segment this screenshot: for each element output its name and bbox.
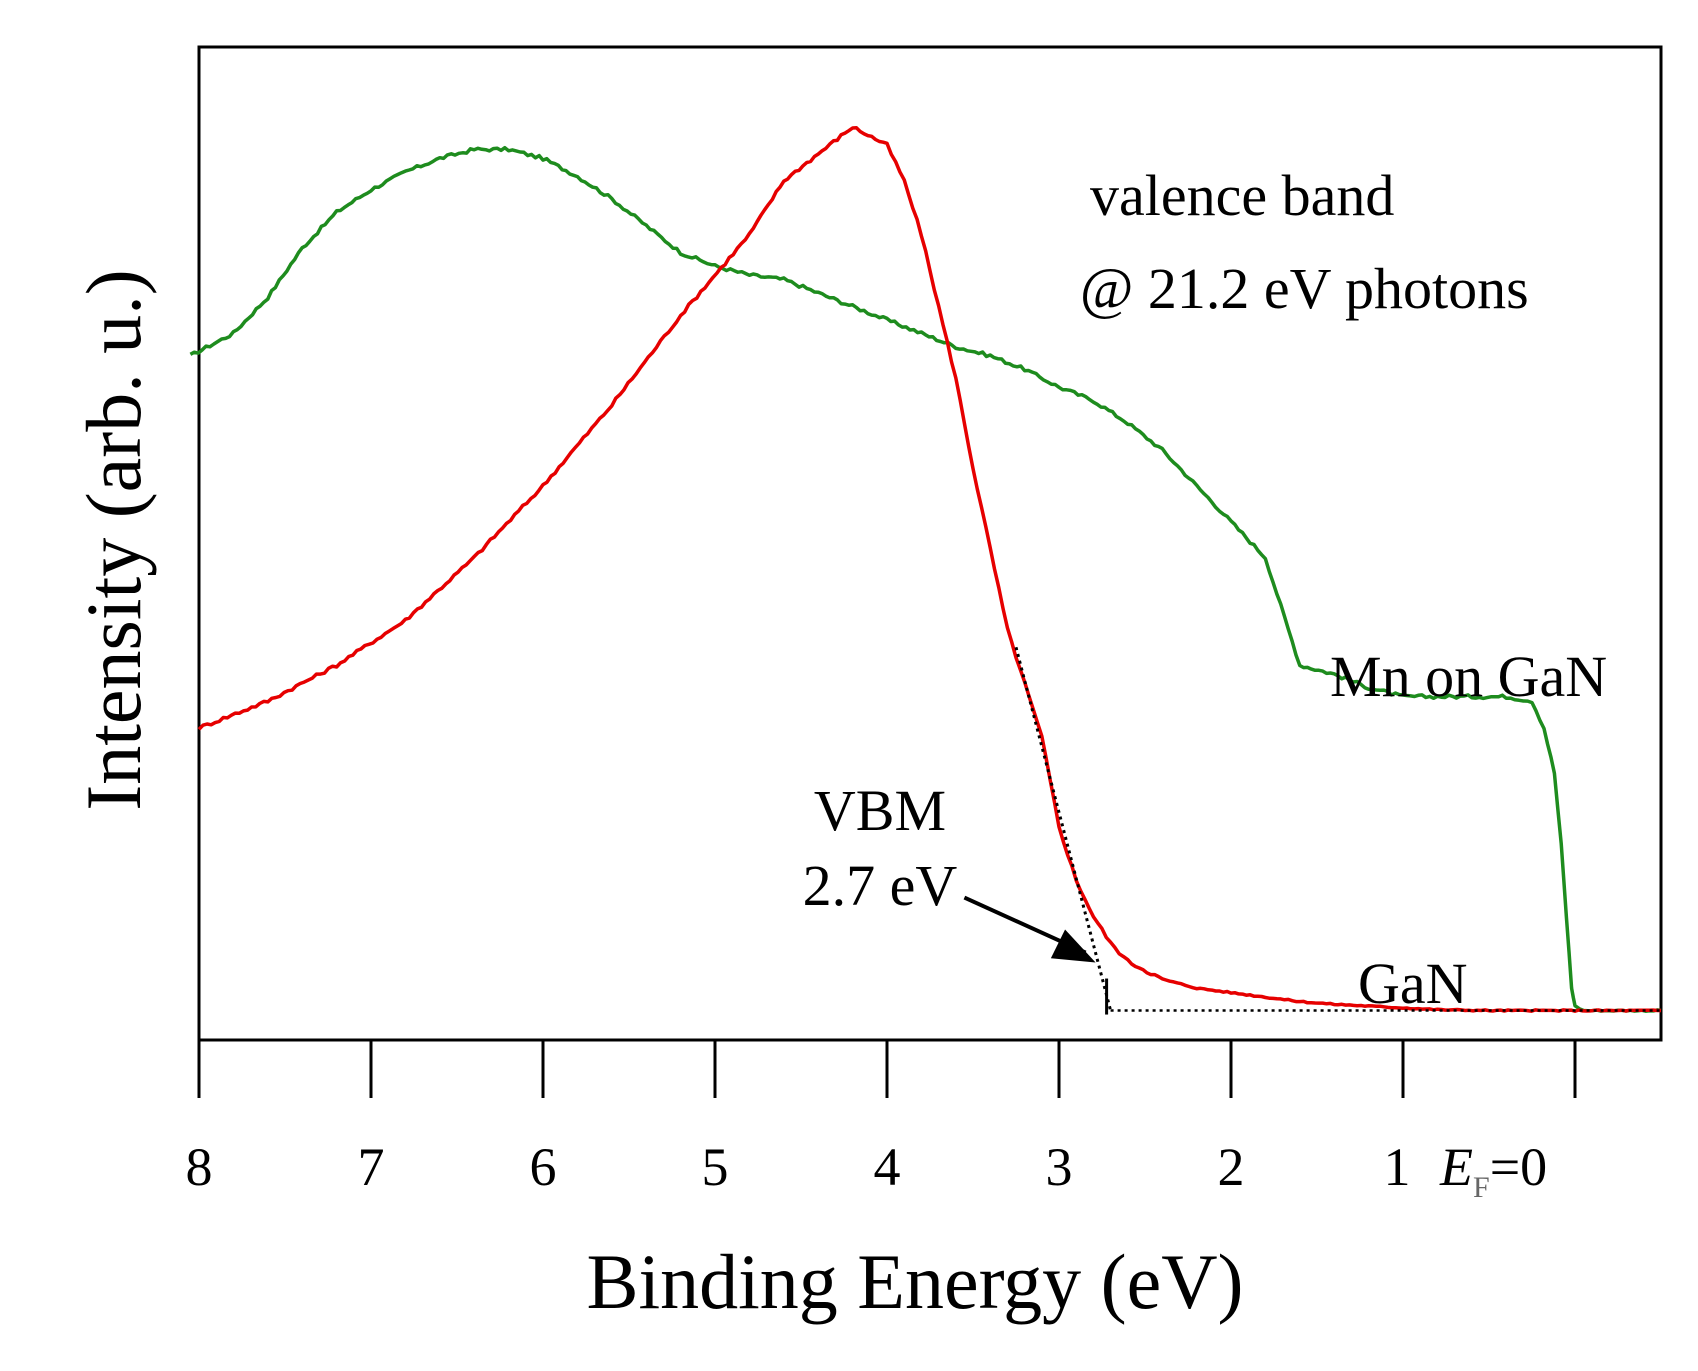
fermi-E: E xyxy=(1439,1137,1473,1197)
series-line-gan xyxy=(197,126,1661,1013)
vbm-label: VBM xyxy=(814,778,946,843)
x-axis-title: Binding Energy (eV) xyxy=(586,1238,1243,1325)
x-tick-label-8: 8 xyxy=(186,1137,213,1197)
plot-frame xyxy=(197,45,1663,1042)
vbm-value: 2.7 eV xyxy=(803,853,958,918)
fermi-subscript: F xyxy=(1473,1171,1490,1204)
annotation-valence-band: valence band xyxy=(1090,163,1394,228)
fermi-level-label: EF=0 xyxy=(1439,1137,1547,1204)
x-tick-label-2: 2 xyxy=(1218,1137,1245,1197)
fermi-suffix: =0 xyxy=(1490,1137,1547,1197)
annotation-photon-energy: @ 21.2 eV photons xyxy=(1080,256,1529,321)
x-tick-label-5: 5 xyxy=(702,1137,729,1197)
series-line-mn-on-gan xyxy=(189,145,1662,1013)
x-tick-label-3: 3 xyxy=(1046,1137,1073,1197)
x-tick-label-6: 6 xyxy=(530,1137,557,1197)
series-label-mn-on-gan: Mn on GaN xyxy=(1330,644,1607,709)
y-axis-title: Intensity (arb. u.) xyxy=(70,269,157,811)
x-tick-label-7: 7 xyxy=(358,1137,385,1197)
series-label-gan: GaN xyxy=(1358,951,1468,1016)
x-tick-label-4: 4 xyxy=(874,1137,901,1197)
x-tick-label-1: 1 xyxy=(1384,1137,1411,1197)
vbm-arrow-head xyxy=(1050,929,1096,963)
